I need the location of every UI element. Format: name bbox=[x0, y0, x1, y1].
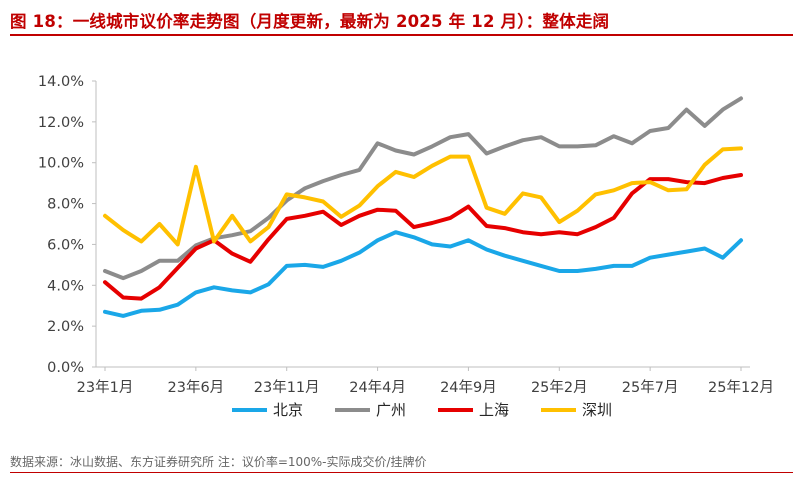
series-layer bbox=[103, 96, 743, 318]
x-tick-label: 23年6月 bbox=[168, 379, 225, 396]
page-title: 图 18：一线城市议价率走势图（月度更新，最新为 2025 年 12 月）：整体… bbox=[10, 12, 610, 31]
y-tick-label: 2.0% bbox=[47, 319, 84, 335]
x-tick-label: 25年12月 bbox=[708, 379, 774, 396]
y-axis: 0.0% 2.0% 4.0% 6.0% 8.0% 10.0% 12.0% 14.0% bbox=[38, 74, 97, 376]
legend: 北京 广州 上海 深圳 bbox=[232, 401, 612, 419]
y-tick-label: 8.0% bbox=[47, 197, 84, 213]
y-tick-label: 12.0% bbox=[38, 115, 84, 131]
x-tick-label: 24年9月 bbox=[440, 379, 497, 396]
y-tick-label: 14.0% bbox=[38, 74, 84, 90]
series-line-3 bbox=[103, 173, 743, 301]
line-chart: 0.0% 2.0% 4.0% 6.0% 8.0% 10.0% 12.0% 14.0% 23年1… bbox=[38, 74, 774, 419]
y-tick-label: 10.0% bbox=[38, 156, 84, 172]
x-axis: 23年1月 23年6月 23年11月 24年4月 24年9月 25年2月 25年7月 25年1… bbox=[77, 366, 774, 396]
legend-label: 深圳 bbox=[582, 401, 612, 419]
y-tick-label: 4.0% bbox=[47, 278, 84, 294]
x-tick-label: 23年1月 bbox=[77, 379, 134, 396]
y-tick-label: 6.0% bbox=[47, 237, 84, 253]
footer-divider bbox=[10, 472, 793, 473]
x-tick-label: 25年2月 bbox=[531, 379, 588, 396]
x-tick-label: 24年4月 bbox=[349, 379, 406, 396]
legend-label: 北京 bbox=[273, 401, 303, 419]
x-tick-label: 23年11月 bbox=[254, 379, 320, 396]
series-line-4 bbox=[103, 146, 743, 247]
y-tick-label: 0.0% bbox=[47, 360, 84, 376]
series-line-1 bbox=[103, 230, 743, 318]
legend-label: 广州 bbox=[376, 401, 406, 419]
title-divider bbox=[10, 34, 793, 36]
x-tick-label: 25年7月 bbox=[622, 379, 679, 396]
source-note: 数据来源：冰山数据、东方证券研究所 注：议价率=100%-实际成交价/挂牌价 bbox=[10, 455, 427, 469]
legend-label: 上海 bbox=[479, 401, 509, 419]
